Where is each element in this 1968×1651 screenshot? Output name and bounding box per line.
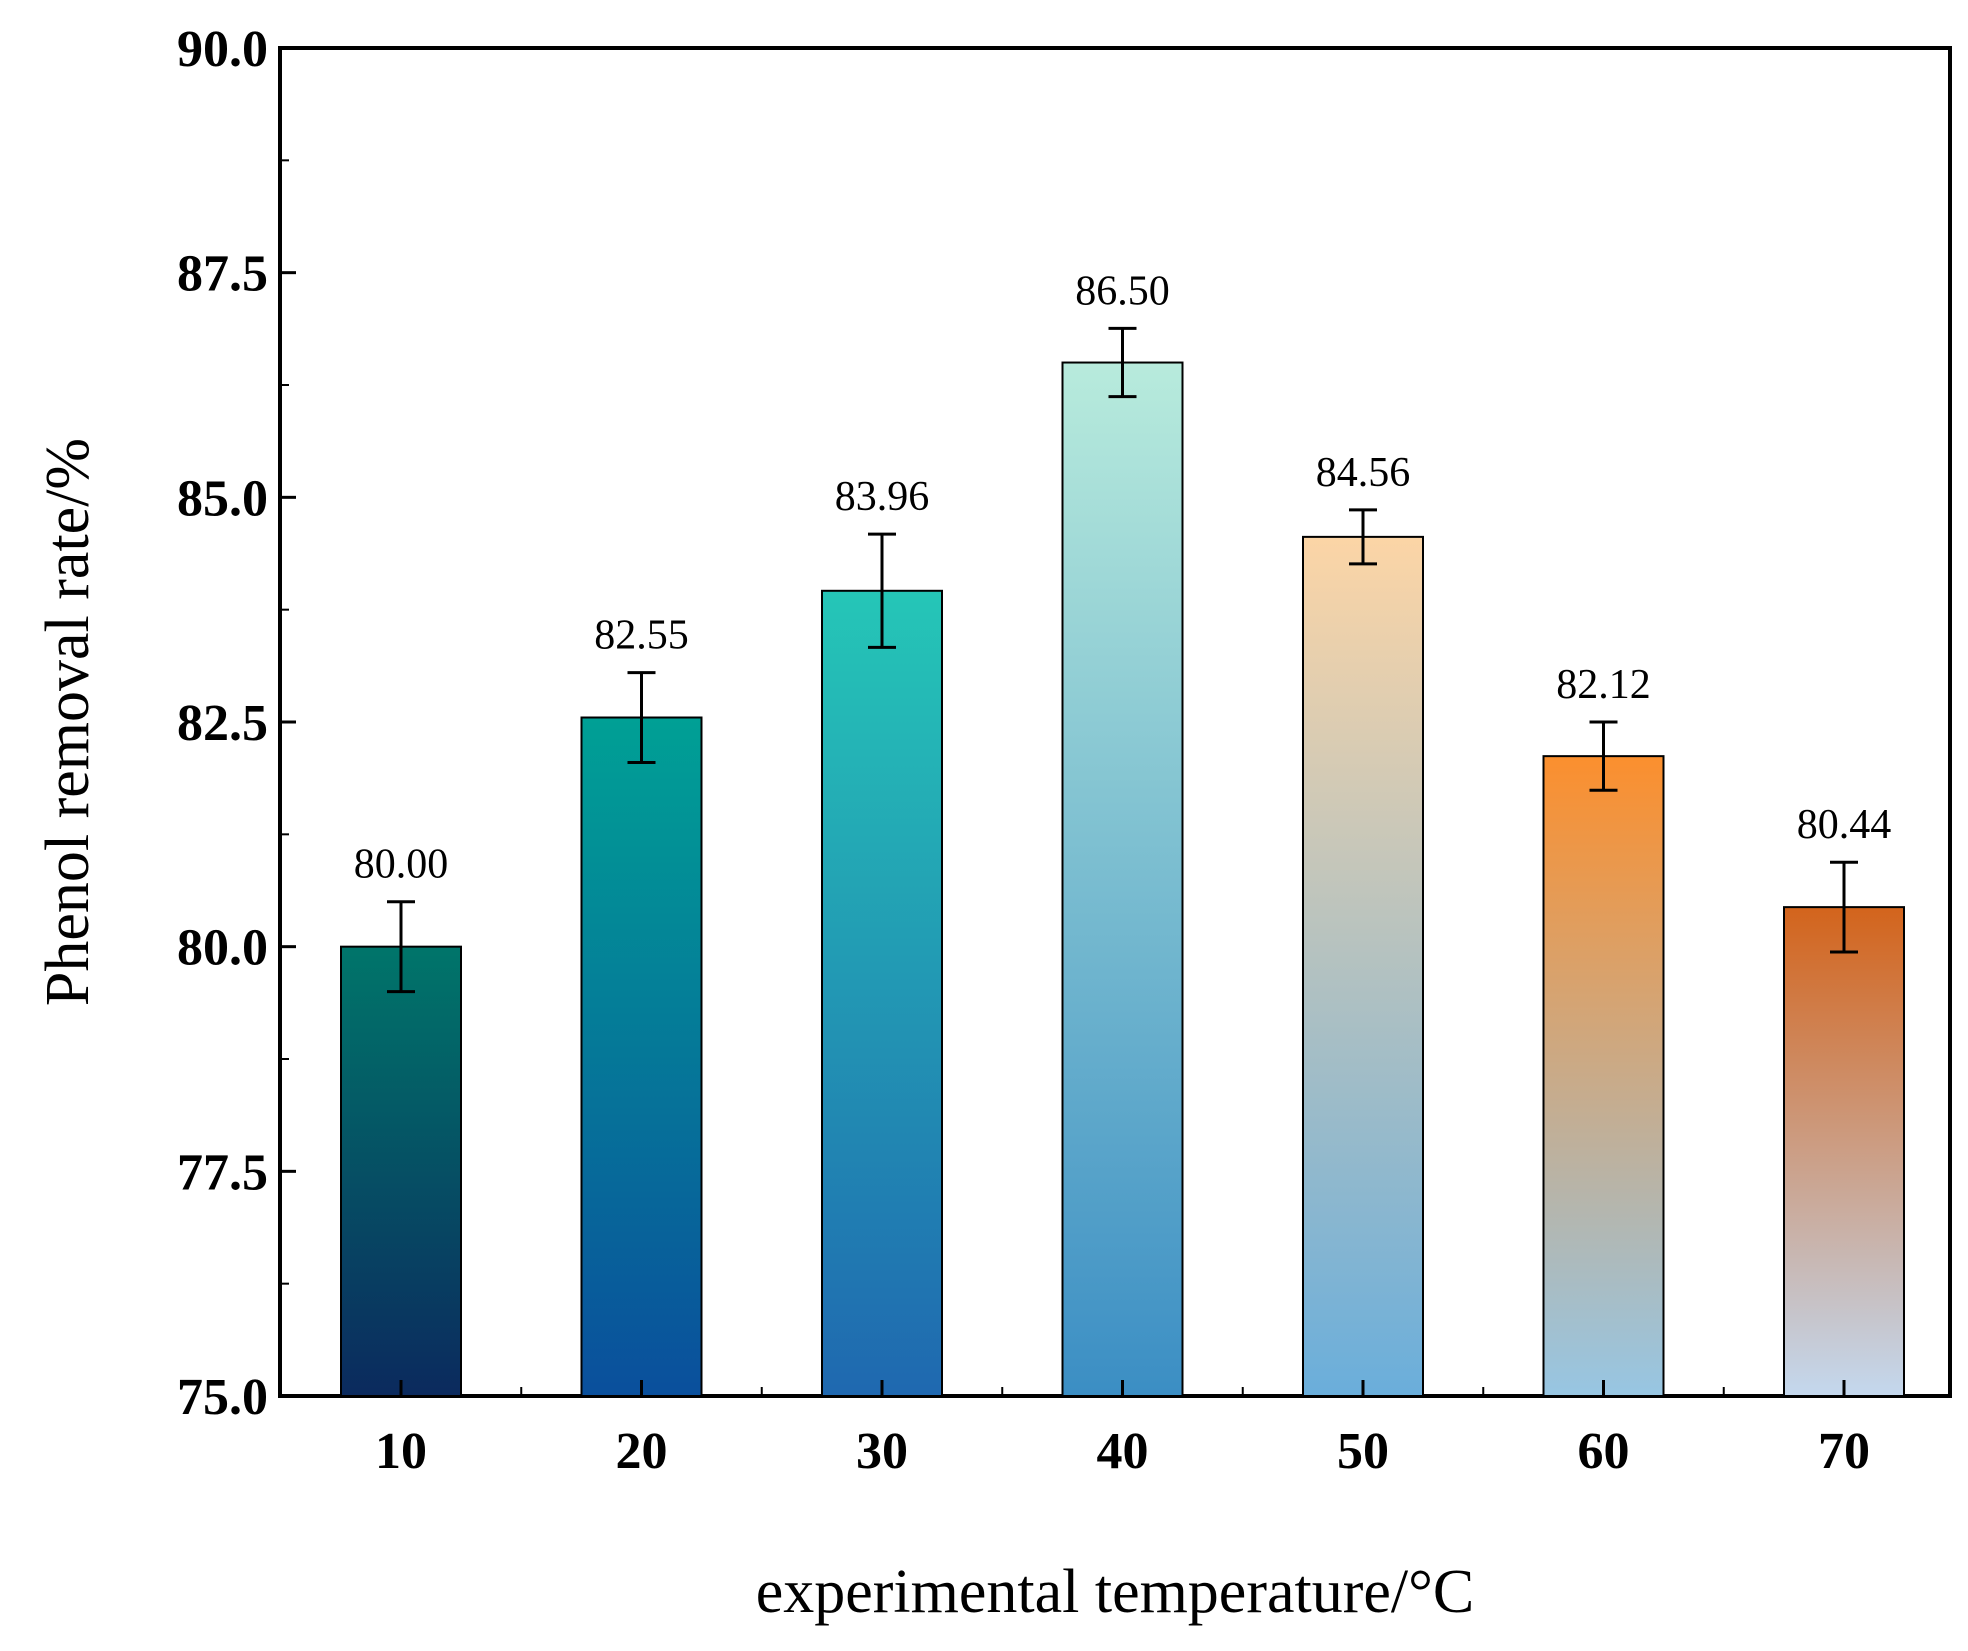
y-tick-label: 87.5 <box>177 246 268 303</box>
error-bar-60 <box>1589 720 1618 792</box>
x-tick-label-70: 70 <box>1818 1423 1870 1480</box>
error-bar-40 <box>1108 326 1137 399</box>
value-label-30: 83.96 <box>835 474 930 520</box>
error-bar-50 <box>1349 508 1377 566</box>
bar-50 <box>1302 535 1424 1397</box>
bar-10 <box>340 945 462 1398</box>
error-bar-10 <box>387 900 415 994</box>
bar-40 <box>1061 361 1184 1397</box>
x-tick-label-60: 60 <box>1578 1423 1630 1480</box>
error-bar-70 <box>1830 860 1858 954</box>
value-label-70: 80.44 <box>1797 802 1892 848</box>
y-tick-label: 80.0 <box>177 920 268 977</box>
bar-20 <box>580 716 703 1397</box>
y-tick-label: 90.0 <box>177 21 268 78</box>
error-bar-30 <box>868 532 896 649</box>
y-tick-label: 85.0 <box>177 470 268 527</box>
bar-60 <box>1542 755 1665 1397</box>
x-axis: 10 20 30 40 50 60 70 <box>375 1380 1870 1480</box>
value-label-10: 80.00 <box>354 842 449 888</box>
bar-30 <box>821 589 943 1397</box>
x-tick-label-50: 50 <box>1337 1423 1389 1480</box>
error-bar-20 <box>627 671 656 764</box>
value-label-60: 82.12 <box>1556 662 1651 708</box>
value-label-40: 86.50 <box>1075 268 1170 314</box>
value-labels-layer: 80.00 82.55 83.96 86.50 84.56 82.12 80.44 <box>354 268 1892 887</box>
bar-70 <box>1783 906 1905 1397</box>
y-axis-title: Phenol removal rate/% <box>34 438 102 1006</box>
x-tick-label-40: 40 <box>1097 1423 1149 1480</box>
x-tick-label-30: 30 <box>856 1423 908 1480</box>
y-axis: 75.0 77.5 80.0 82.5 85.0 87.5 90.0 <box>177 21 296 1426</box>
value-label-20: 82.55 <box>594 613 689 659</box>
bars-layer <box>340 361 1905 1398</box>
error-bars-layer <box>387 326 1858 994</box>
y-tick-label: 75.0 <box>177 1369 268 1426</box>
x-axis-title: experimental temperature/°C <box>756 1558 1475 1626</box>
y-tick-label: 82.5 <box>177 695 268 752</box>
x-tick-label-20: 20 <box>616 1423 668 1480</box>
x-tick-label-10: 10 <box>375 1423 427 1480</box>
y-tick-label: 77.5 <box>177 1144 268 1201</box>
value-label-50: 84.56 <box>1316 450 1411 496</box>
